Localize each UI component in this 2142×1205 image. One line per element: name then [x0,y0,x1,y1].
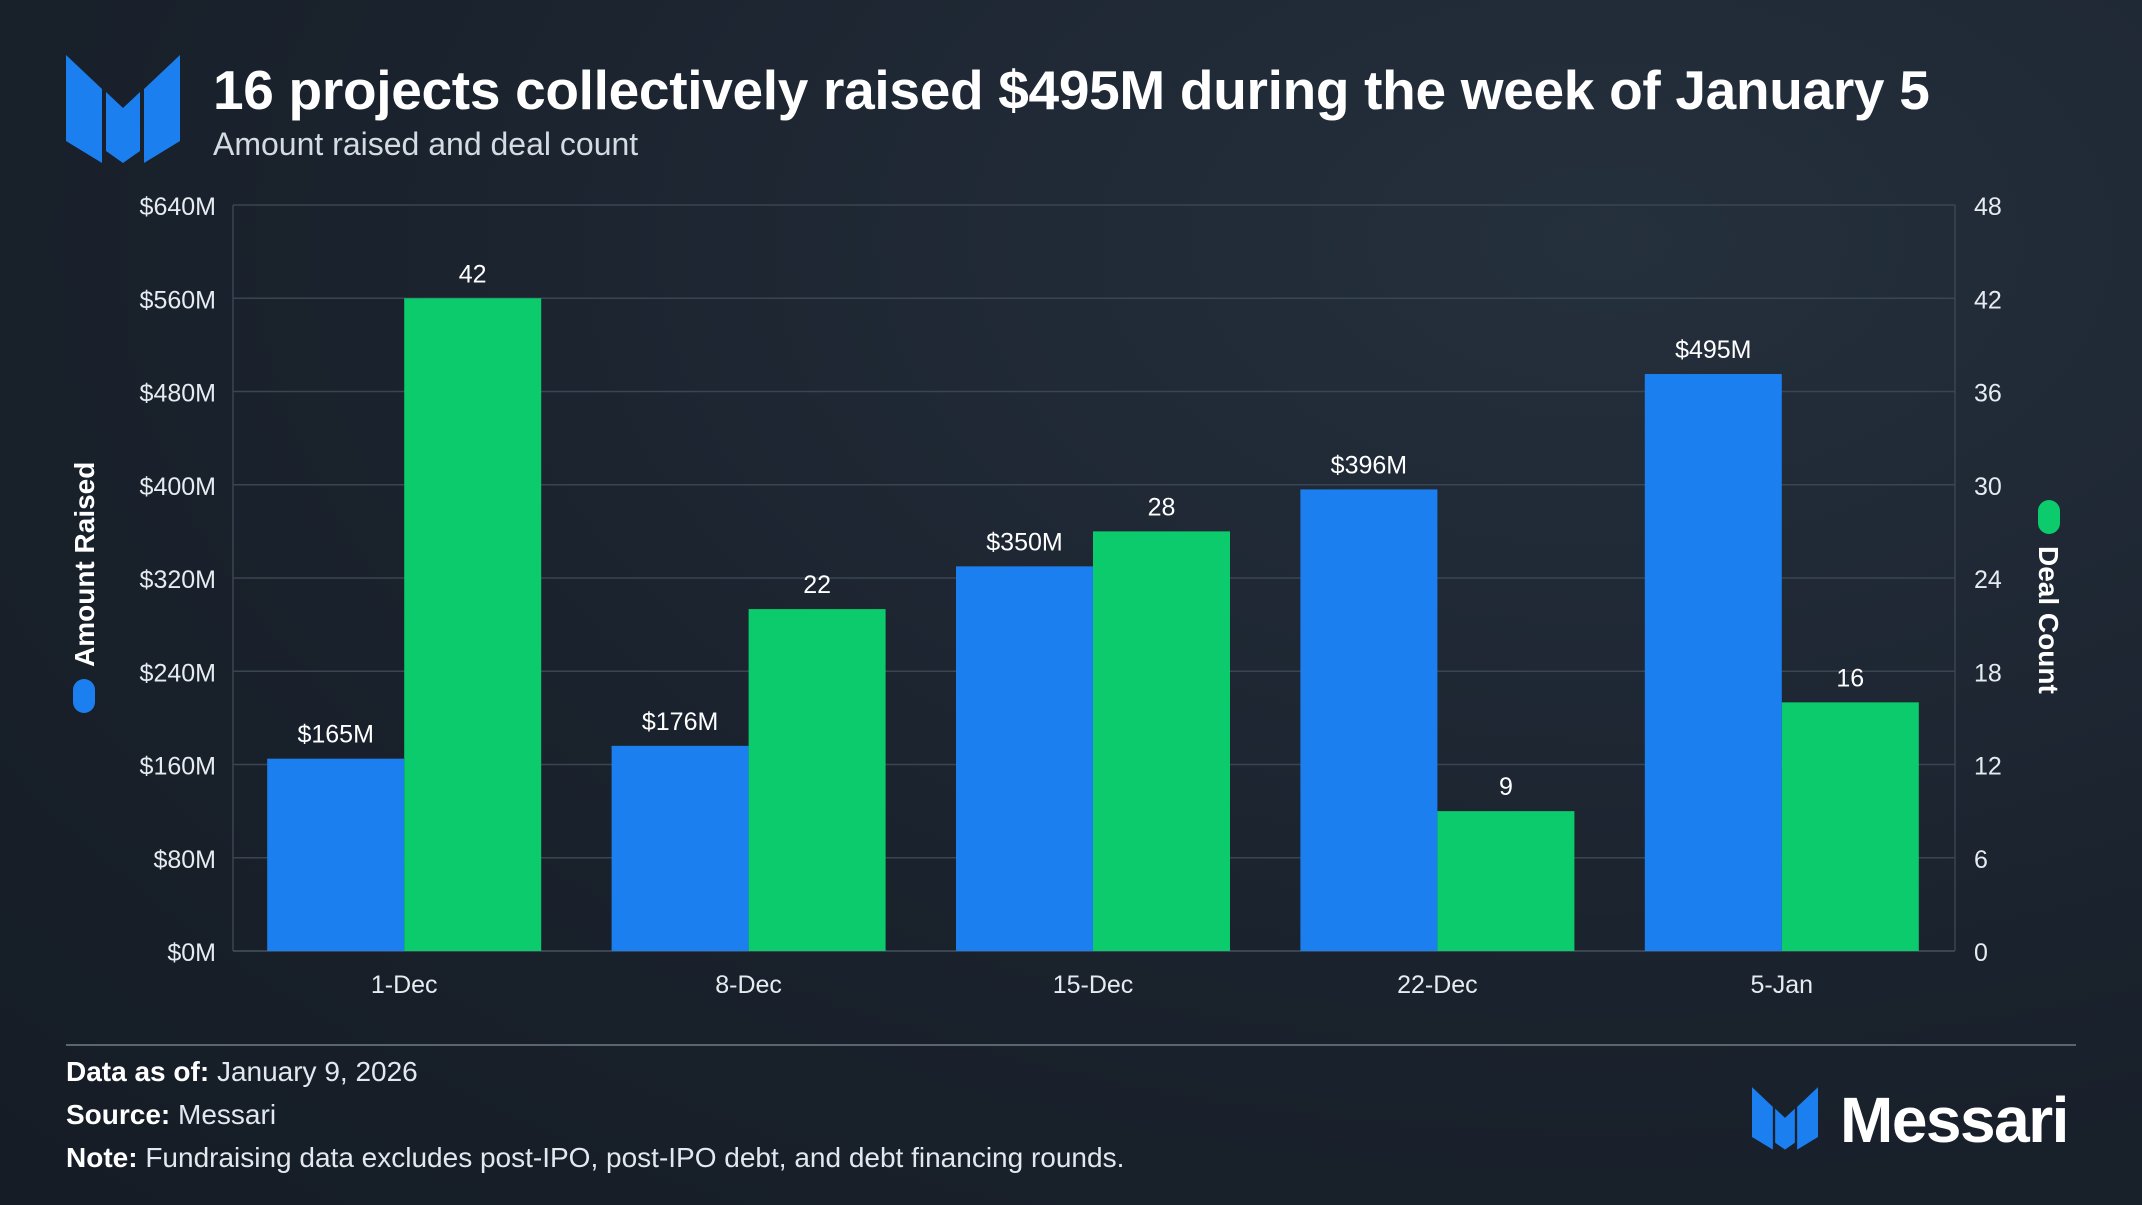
brand-logo: Messari [1752,1084,2078,1156]
footer-divider [66,1044,2076,1046]
y-left-tick-label: $400M [140,473,216,501]
y-left-tick-label: $160M [140,753,216,781]
note-line: Note: Fundraising data excludes post-IPO… [66,1142,1124,1174]
x-tick-label: 8-Dec [715,971,782,999]
y-right-axis-title: Deal Count [2033,500,2064,694]
data-label-deal-count: 28 [1148,493,1176,521]
y-left-tick-label: $640M [140,193,216,221]
legend-swatch-amount-raised [73,679,95,713]
data-label-amount: $396M [1331,451,1407,479]
y-right-tick-label: 36 [1974,380,2002,408]
bar-deal-count [1781,702,1919,951]
bar-deal-count [1093,531,1230,951]
data-as-of-value: January 9, 2026 [216,1056,418,1087]
bar-amount-raised [1300,489,1438,951]
data-label-amount: $165M [297,721,373,749]
brand-name: Messari [1840,1084,2069,1156]
x-tick-label: 22-Dec [1397,971,1478,999]
data-label-amount: $350M [986,528,1062,556]
bar-amount-raised [956,566,1093,951]
bar-deal-count [748,609,886,951]
data-label-amount: $176M [642,708,718,736]
y-right-tick-label: 48 [1974,193,2002,221]
messari-logo-icon [66,55,180,163]
source-line: Source: Messari [66,1099,276,1131]
source-value: Messari [178,1099,277,1130]
data-label-deal-count: 9 [1499,773,1513,801]
data-label-deal-count: 16 [1836,664,1864,692]
y-right-tick-label: 18 [1974,659,2002,687]
y-left-tick-label: $80M [153,846,216,874]
y-right-tick-label: 6 [1974,846,1988,874]
x-tick-label: 1-Dec [371,971,438,999]
legend-swatch-deal-count [2038,500,2060,534]
note-label: Note: [66,1142,138,1173]
bar-deal-count [1437,811,1575,951]
bar-amount-raised [1644,374,1782,951]
data-label-amount: $495M [1675,336,1751,364]
y-right-tick-label: 24 [1974,566,2002,594]
chart-subtitle: Amount raised and deal count [213,126,639,162]
bar-amount-raised [267,758,405,951]
y-left-axis-title-text: Amount Raised [69,462,100,667]
data-label-deal-count: 42 [459,260,487,288]
x-tick-label: 5-Jan [1751,971,1814,999]
data-label-deal-count: 22 [803,571,831,599]
bar-amount-raised [611,745,749,951]
y-left-tick-label: $560M [140,286,216,314]
y-left-axis-title: Amount Raised [69,462,100,713]
y-left-tick-label: $320M [140,566,216,594]
y-right-axis-title-text: Deal Count [2033,546,2064,694]
y-left-tick-label: $0M [167,939,216,967]
y-right-tick-label: 30 [1974,473,2002,501]
source-label: Source: [66,1099,171,1130]
messari-logo-icon [1752,1087,1818,1150]
y-right-tick-label: 42 [1974,286,2002,314]
note-value: Fundraising data excludes post-IPO, post… [145,1142,1125,1173]
data-as-of-label: Data as of: [66,1056,210,1087]
chart-title: 16 projects collectively raised $495M du… [213,59,1930,121]
bar-chart: $0M 0 $80M 6 $160M 12 $240M 18 $320M 24 $400M 30 $48… [69,193,2064,999]
y-left-tick-label: $240M [140,659,216,687]
y-left-tick-label: $480M [140,380,216,408]
y-right-tick-label: 0 [1974,939,1988,967]
bar-deal-count [404,298,542,951]
y-right-tick-label: 12 [1974,753,2002,781]
data-as-of: Data as of: January 9, 2026 [66,1056,418,1088]
x-tick-label: 15-Dec [1053,971,1134,999]
